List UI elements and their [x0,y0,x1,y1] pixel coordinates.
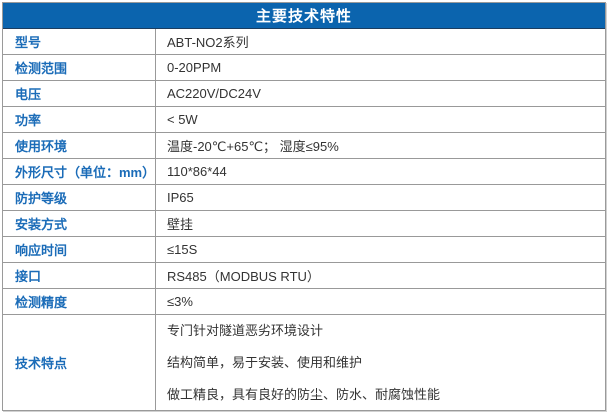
table-row: 电压 AC220V/DC24V [3,81,605,107]
table-row: 使用环境 温度-20℃+65℃； 湿度≤95% [3,133,605,159]
table-row: 防护等级 IP65 [3,185,605,211]
row-label-model: 型号 [3,29,156,54]
table-row: 型号 ABT-NO2系列 [3,29,605,55]
spec-table: 主要技术特性 型号 ABT-NO2系列 检测范围 0-20PPM 电压 AC22… [2,2,606,411]
table-row: 功率 < 5W [3,107,605,133]
row-value-mounting: 壁挂 [167,217,194,232]
row-label-dimensions: 外形尺寸（单位：mm） [3,159,156,184]
row-value-power: < 5W [167,112,198,127]
table-row: 接口 RS485（MODBUS RTU） [3,263,605,289]
row-label-detection-range: 检测范围 [3,55,156,80]
table-row-features: 技术特点 专门针对隧道恶劣环境设计 结构简单，易于安装、使用和维护 做工精良，具… [3,315,605,410]
row-label-power: 功率 [3,107,156,132]
row-label-mounting: 安装方式 [3,211,156,236]
row-value-detection-range: 0-20PPM [167,60,222,75]
row-value-model: ABT-NO2系列 [167,35,249,50]
table-title: 主要技术特性 [3,3,605,29]
table-row: 检测范围 0-20PPM [3,55,605,81]
row-label-response-time: 响应时间 [3,237,156,262]
row-label-interface: 接口 [3,263,156,288]
feature-line: 专门针对隧道恶劣环境设计 [167,323,324,338]
row-label-voltage: 电压 [3,81,156,106]
table-row: 外形尺寸（单位：mm） 110*86*44 [3,159,605,185]
row-label-protection-rating: 防护等级 [3,185,156,210]
row-value-operating-environment: 温度-20℃+65℃； 湿度≤95% [167,139,339,154]
table-row: 安装方式 壁挂 [3,211,605,237]
row-value-response-time: ≤15S [167,242,198,257]
feature-line: 结构简单，易于安装、使用和维护 [167,355,363,370]
row-value-interface: RS485（MODBUS RTU） [167,269,320,284]
row-label-technical-features: 技术特点 [3,315,156,410]
row-value-dimensions: 110*86*44 [167,164,227,179]
row-value-protection-rating: IP65 [167,190,194,205]
row-label-detection-accuracy: 检测精度 [3,289,156,314]
row-value-voltage: AC220V/DC24V [167,86,261,101]
feature-line: 做工精良，具有良好的防尘、防水、耐腐蚀性能 [167,387,441,402]
table-row: 响应时间 ≤15S [3,237,605,263]
table-row: 检测精度 ≤3% [3,289,605,315]
row-value-technical-features: 专门针对隧道恶劣环境设计 结构简单，易于安装、使用和维护 做工精良，具有良好的防… [156,315,605,410]
row-label-operating-environment: 使用环境 [3,133,156,158]
row-value-detection-accuracy: ≤3% [167,294,193,309]
